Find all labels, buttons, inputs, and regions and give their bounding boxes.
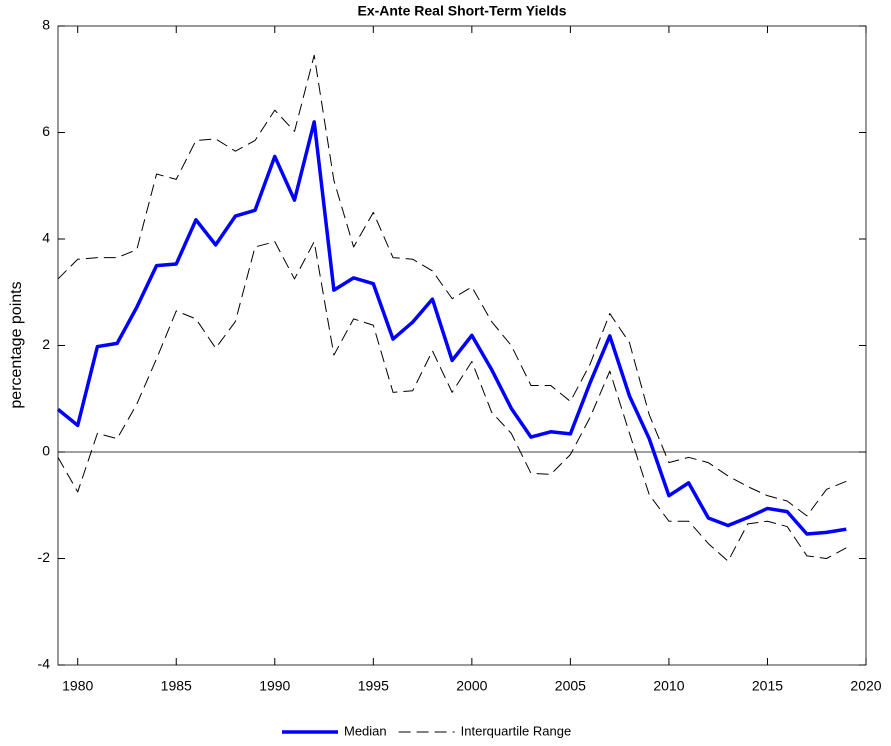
y-tick-label: 8 [42, 17, 50, 33]
x-tick-label: 2010 [653, 678, 684, 694]
x-tick-label: 1980 [62, 678, 93, 694]
x-tick-label: 1990 [259, 678, 290, 694]
y-axis-label: percentage points [8, 281, 25, 408]
series-line [57, 54, 847, 517]
y-tick-label: -2 [38, 549, 51, 565]
y-tick-label: 4 [42, 230, 50, 246]
x-tick-label: 2000 [456, 678, 487, 694]
x-tick-label: 1995 [358, 678, 389, 694]
x-tick-label: 1985 [161, 678, 192, 694]
y-tick-label: 6 [42, 123, 50, 139]
y-tick-label: 2 [42, 336, 50, 352]
legend-label: Interquartile Range [461, 723, 572, 738]
series-line [56, 120, 847, 536]
chart-title: Ex-Ante Real Short-Term Yields [357, 3, 566, 19]
x-tick-label: 2020 [850, 678, 881, 694]
legend-label: Median [344, 723, 387, 738]
y-tick-label: -4 [38, 656, 51, 672]
x-tick-label: 2005 [555, 678, 586, 694]
y-tick-label: 0 [42, 443, 50, 459]
series-line [57, 241, 847, 562]
x-tick-label: 2015 [752, 678, 783, 694]
